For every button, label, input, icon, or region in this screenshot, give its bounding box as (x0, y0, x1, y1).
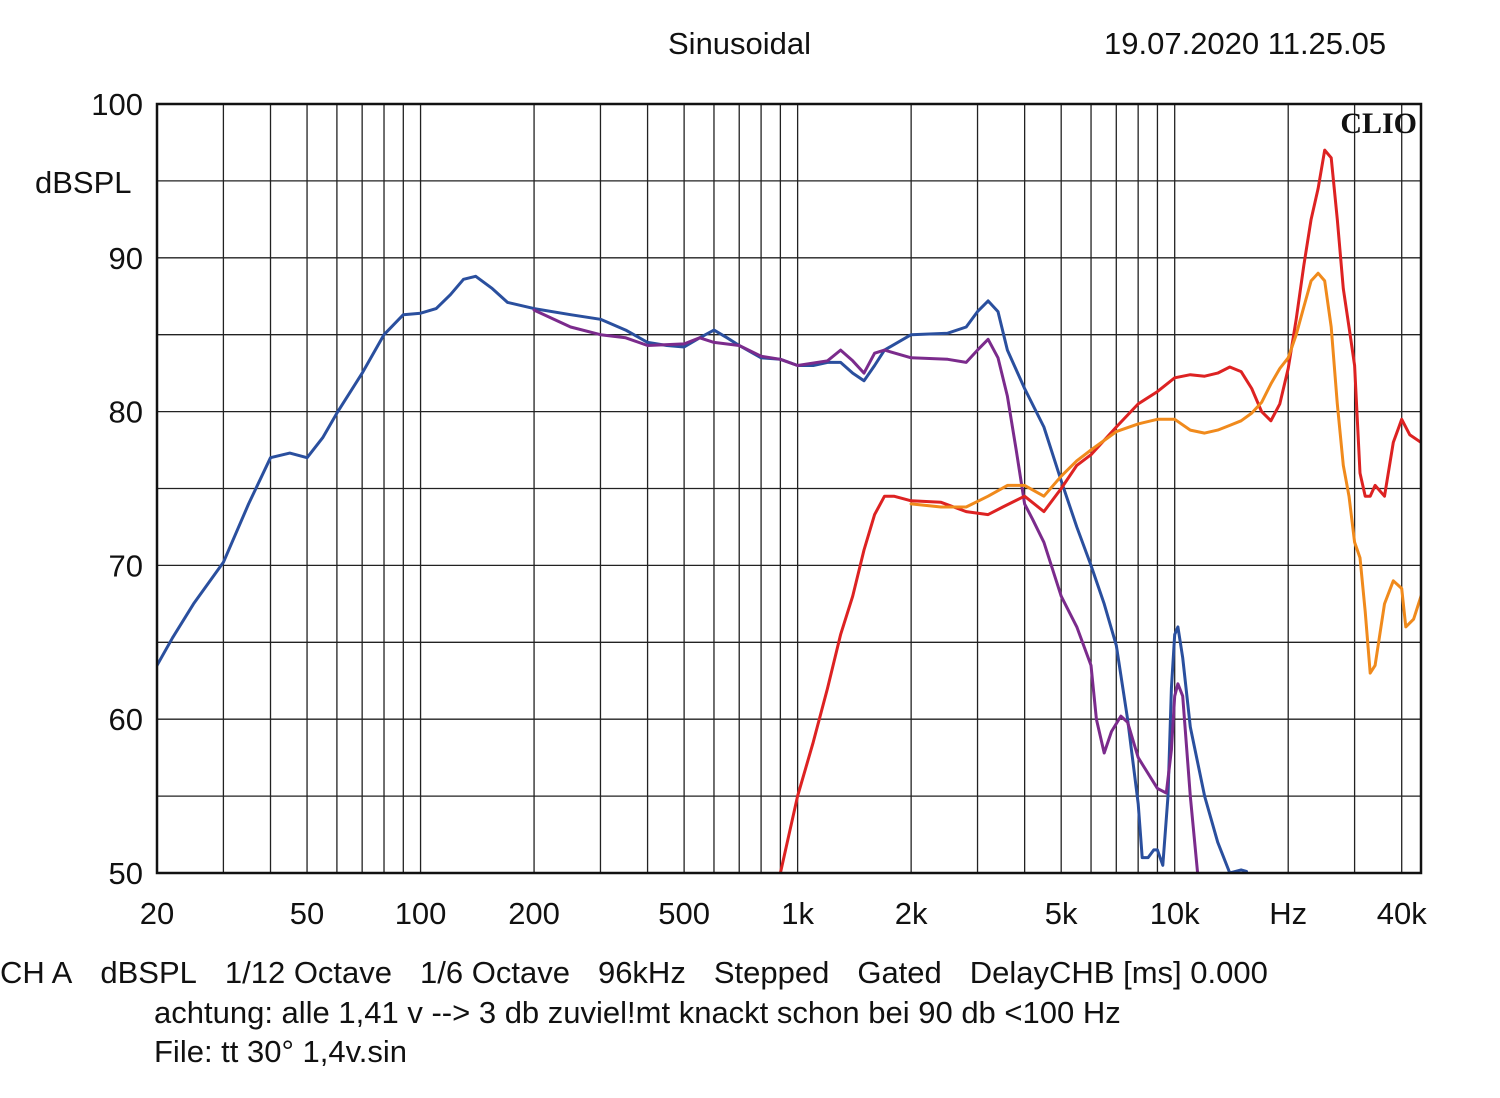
smoothing-label: 1/12 Octave (224, 955, 393, 990)
plot-frame (155, 102, 1423, 875)
y-tick-labels: 100 90 80 70 60 50 (91, 87, 143, 891)
x-tick-labels: 20 50 100 200 500 1k 2k 5k 10k Hz 40k (140, 896, 1427, 931)
y-axis-label: dBSPL (35, 165, 132, 200)
series-line-3 (778, 148, 1421, 873)
y-tick-label: 50 (109, 856, 143, 891)
clio-logo: CLIO (1340, 107, 1417, 140)
x-tick-label: Hz (1269, 896, 1307, 931)
x-tick-label: 50 (290, 896, 324, 931)
chart-mode-label: Sinusoidal (668, 26, 812, 61)
y-tick-label: 80 (109, 395, 143, 430)
x-tick-label: 10k (1150, 896, 1200, 931)
y-tick-label: 70 (109, 548, 143, 583)
series-line-2 (532, 308, 1200, 873)
x-tick-label: 100 (395, 896, 447, 931)
measurement-note: achtung: alle 1,41 v --> 3 db zuviel!mt … (154, 995, 1121, 1030)
channel-label: CH A (0, 955, 73, 990)
gate-label: Gated (857, 955, 942, 990)
x-tick-label: 2k (895, 896, 928, 931)
x-tick-label: 200 (508, 896, 560, 931)
delay-label: DelayCHB [ms] 0.000 (969, 955, 1268, 990)
sample-rate-label: 96kHz (597, 955, 686, 990)
resolution-label: 1/6 Octave (420, 955, 570, 990)
y-tick-label: 60 (109, 702, 143, 737)
file-name: File: tt 30° 1,4v.sin (154, 1034, 408, 1069)
measurement-datetime: 19.07.2020 11.25.05 (1104, 26, 1387, 61)
x-tick-label: 5k (1045, 896, 1078, 931)
unit-label: dBSPL (100, 955, 197, 990)
chart-series-group (157, 148, 1421, 873)
series-line-1 (157, 274, 1248, 873)
chart-grid (157, 103, 1421, 874)
frequency-response-chart: 100 90 80 70 60 50 20 50 100 200 500 1k 2k 5k 10k Hz 40… (35, 87, 1427, 931)
measurement-settings-line: CH A dBSPL 1/12 Octave 1/6 Octave 96kHz Stepp… (0, 955, 1268, 991)
y-tick-label: 100 (91, 87, 143, 122)
x-tick-label: 40k (1377, 896, 1427, 931)
y-tick-label: 90 (109, 241, 143, 276)
series-line-4 (909, 271, 1421, 675)
x-tick-label: 1k (781, 896, 814, 931)
x-tick-label: 500 (658, 896, 710, 931)
x-tick-label: 20 (140, 896, 174, 931)
sweep-mode-label: Stepped (713, 955, 830, 990)
